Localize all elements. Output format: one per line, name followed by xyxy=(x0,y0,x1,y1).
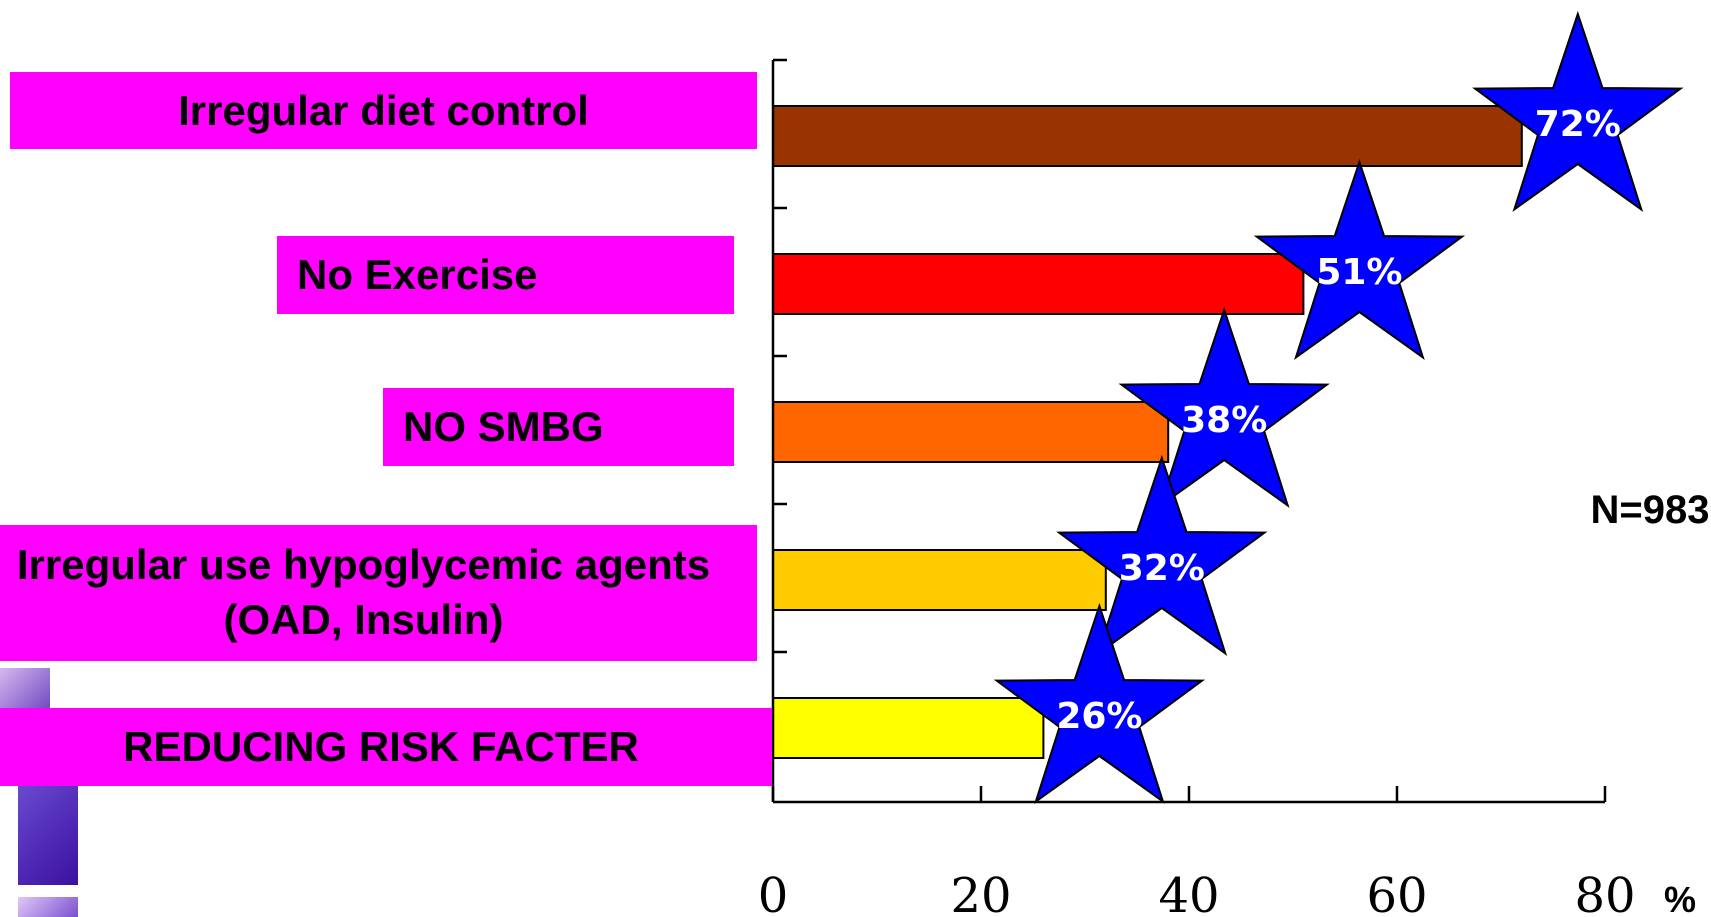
value-star-marker xyxy=(1472,10,1684,212)
value-star-marker xyxy=(1118,306,1330,508)
slide-accent-block xyxy=(18,897,78,917)
bar xyxy=(772,697,1045,759)
bars-layer xyxy=(772,105,1523,759)
category-label: REDUCING RISK FACTER xyxy=(123,723,639,770)
category-label-box: No Exercise xyxy=(277,236,734,314)
category-label: Irregular diet control xyxy=(178,86,589,134)
x-tick-label: 0 xyxy=(758,868,789,917)
category-label: Irregular use hypoglycemic agents (OAD, … xyxy=(16,541,711,643)
x-tick-label: 40 xyxy=(1158,868,1219,917)
x-tick-label: 80 xyxy=(1574,868,1635,917)
axes-layer: 0 20 40 60 80 xyxy=(758,58,1636,917)
value-label: 32% xyxy=(1119,548,1205,589)
category-label-box: Irregular use hypoglycemic agents (OAD, … xyxy=(0,525,757,661)
value-star-marker xyxy=(1056,454,1268,656)
x-tick-label: 20 xyxy=(950,868,1011,917)
value-markers-layer: 72% 51% 38% 32% 26% xyxy=(993,10,1684,804)
slide-accent-block xyxy=(18,785,78,885)
value-star-marker xyxy=(1253,158,1466,360)
value-label: 38% xyxy=(1181,400,1267,441)
category-label: No Exercise xyxy=(297,251,538,298)
value-label: 51% xyxy=(1316,252,1402,293)
bar xyxy=(772,401,1170,463)
category-label-box: REDUCING RISK FACTER xyxy=(0,708,772,786)
category-label: NO SMBG xyxy=(403,403,604,450)
bar xyxy=(772,105,1523,167)
x-axis-label: % xyxy=(1664,879,1696,917)
value-label: 72% xyxy=(1535,104,1621,145)
value-label: 26% xyxy=(1056,696,1142,737)
value-star-marker xyxy=(993,602,1206,804)
sample-size-annotation: N=983 xyxy=(1591,488,1710,532)
bar xyxy=(772,549,1107,611)
category-label-box: Irregular diet control xyxy=(10,72,757,149)
category-label-box: NO SMBG xyxy=(383,388,734,466)
bar xyxy=(772,253,1305,315)
x-tick-label: 60 xyxy=(1366,868,1427,917)
